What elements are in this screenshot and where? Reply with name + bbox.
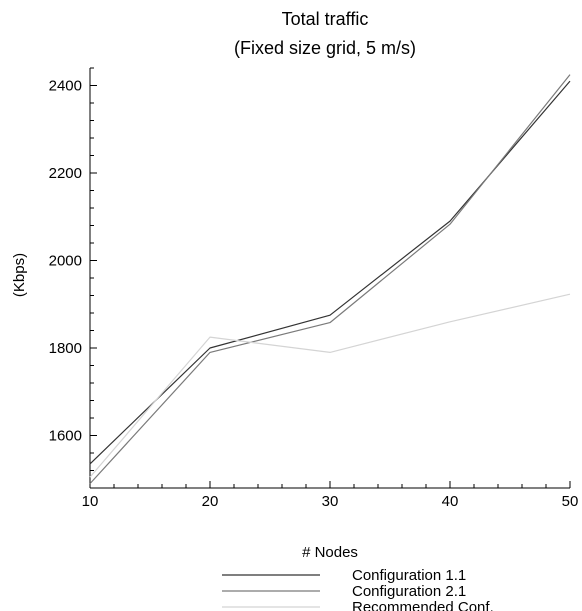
- y-tick-label: 2200: [49, 165, 82, 182]
- x-tick-label: 10: [82, 493, 99, 510]
- legend-label: Configuration 1.1: [352, 567, 466, 584]
- series-group: [89, 74, 571, 485]
- legend-label: Configuration 2.1: [352, 583, 466, 600]
- series-line: [89, 293, 571, 478]
- x-tick-label: 20: [202, 493, 219, 510]
- y-tick-label: 2400: [49, 78, 82, 95]
- x-axis-label: # Nodes: [302, 544, 358, 561]
- series-line: [89, 74, 571, 485]
- axes: 10 20 30 40 50 1600 1800 2000 2200 2400: [49, 67, 579, 510]
- series-line: [89, 80, 571, 465]
- x-tick-label: 50: [562, 493, 579, 510]
- chart-title: Total traffic: [282, 9, 369, 29]
- x-tick-label: 40: [442, 493, 459, 510]
- y-tick-label: 2000: [49, 253, 82, 270]
- legend-label: Recommended Conf.: [352, 599, 494, 611]
- y-tick-label: 1800: [49, 340, 82, 357]
- x-tick-label: 30: [322, 493, 339, 510]
- y-axis-label: (Kbps): [11, 253, 28, 297]
- y-tick-label: 1600: [49, 428, 82, 445]
- chart-subtitle: (Fixed size grid, 5 m/s): [234, 38, 416, 58]
